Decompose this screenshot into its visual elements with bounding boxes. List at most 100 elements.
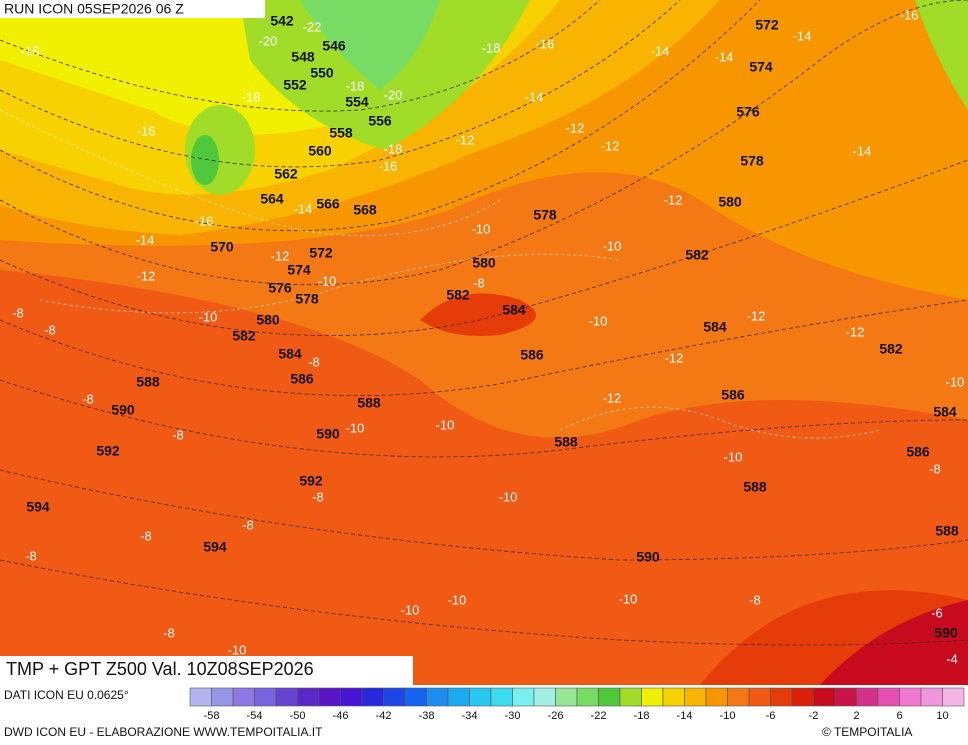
height-label: 582 bbox=[232, 328, 256, 344]
height-label: 586 bbox=[906, 444, 930, 460]
height-label: 590 bbox=[934, 625, 958, 641]
colorbar-swatch bbox=[555, 687, 578, 707]
temperature-label: -12 bbox=[603, 390, 622, 405]
colorbar-swatch bbox=[684, 687, 707, 707]
temperature-label: -12 bbox=[271, 248, 290, 263]
colorbar-tick-label: -18 bbox=[634, 710, 650, 722]
temperature-label: -14 bbox=[525, 89, 544, 104]
colorbar-swatch bbox=[834, 687, 857, 707]
height-label: 580 bbox=[472, 255, 496, 271]
colorbar-swatch bbox=[512, 687, 535, 707]
temperature-label: -10 bbox=[228, 642, 247, 657]
height-label: 550 bbox=[310, 65, 334, 81]
colorbar-swatch bbox=[361, 687, 384, 707]
colorbar-swatch bbox=[232, 687, 255, 707]
colorbar-swatch bbox=[598, 687, 621, 707]
height-label: 546 bbox=[322, 38, 346, 54]
temperature-label: -18 bbox=[242, 89, 261, 104]
temperature-label: -20 bbox=[259, 33, 278, 48]
height-label: 574 bbox=[749, 59, 773, 75]
height-label: 584 bbox=[278, 346, 302, 362]
height-label: 594 bbox=[203, 539, 227, 555]
height-label: 594 bbox=[26, 499, 50, 515]
height-label: 576 bbox=[736, 104, 760, 120]
product-title: TMP + GPT Z500 Val. 10Z08SEP2026 bbox=[6, 659, 314, 679]
height-label: 582 bbox=[685, 247, 709, 263]
height-label: 562 bbox=[274, 166, 298, 182]
temperature-label: -16 bbox=[900, 7, 919, 22]
colorbar-swatch bbox=[899, 687, 922, 707]
temperature-label: -10 bbox=[436, 417, 455, 432]
temperature-label: -12 bbox=[664, 192, 683, 207]
height-label: 582 bbox=[446, 287, 470, 303]
map-background bbox=[0, 0, 968, 685]
height-label: 592 bbox=[96, 443, 120, 459]
colorbar-swatch bbox=[318, 687, 341, 707]
temperature-label: -10 bbox=[401, 602, 420, 617]
height-label: 580 bbox=[256, 312, 280, 328]
height-label: 578 bbox=[295, 291, 319, 307]
temperature-label: -16 bbox=[379, 158, 398, 173]
height-label: 590 bbox=[316, 426, 340, 442]
temperature-label: -18 bbox=[346, 78, 365, 93]
temperature-label: -14 bbox=[853, 143, 872, 158]
temperature-label: -10 bbox=[346, 420, 365, 435]
colorbar-swatch bbox=[404, 687, 427, 707]
height-label: 570 bbox=[210, 239, 234, 255]
colorbar-swatch bbox=[856, 687, 879, 707]
temperature-label: -16 bbox=[195, 213, 214, 228]
temperature-label: -14 bbox=[793, 28, 812, 43]
colorbar-tick-label: -30 bbox=[505, 710, 521, 722]
data-source: DATI ICON EU 0.0625° bbox=[4, 688, 129, 702]
temperature-label: -10 bbox=[318, 273, 337, 288]
colorbar-tick-label: -38 bbox=[419, 710, 435, 722]
run-title: RUN ICON 05SEP2026 06 Z bbox=[4, 1, 184, 17]
colorbar-swatch bbox=[189, 687, 212, 707]
temperature-label: -14 bbox=[294, 201, 313, 216]
colorbar-swatch bbox=[748, 687, 771, 707]
temperature-label: -8 bbox=[749, 592, 761, 607]
colorbar-swatch bbox=[727, 687, 750, 707]
colorbar-swatch bbox=[576, 687, 599, 707]
colorbar-swatch bbox=[619, 687, 642, 707]
temperature-label: -8 bbox=[82, 391, 94, 406]
colorbar-swatch bbox=[297, 687, 320, 707]
temperature-label: -20 bbox=[384, 87, 403, 102]
height-label: 566 bbox=[316, 196, 340, 212]
temperature-label: -8 bbox=[44, 322, 56, 337]
temperature-label: -10 bbox=[499, 489, 518, 504]
colorbar-swatch bbox=[383, 687, 406, 707]
height-label: 576 bbox=[268, 280, 292, 296]
colorbar-tick-label: -46 bbox=[333, 710, 349, 722]
height-label: 568 bbox=[353, 202, 377, 218]
temperature-label: -12 bbox=[846, 324, 865, 339]
colorbar-swatch bbox=[770, 687, 793, 707]
height-label: 584 bbox=[502, 302, 526, 318]
colorbar-tick-label: 2 bbox=[853, 710, 859, 722]
colorbar-swatch bbox=[447, 687, 470, 707]
temperature-label: -22 bbox=[303, 19, 322, 34]
temperature-label: -10 bbox=[448, 592, 467, 607]
temperature-label: -8 bbox=[308, 354, 320, 369]
height-label: 572 bbox=[755, 17, 779, 33]
temperature-label: -10 bbox=[589, 313, 608, 328]
colorbar-swatch bbox=[340, 687, 363, 707]
colorbar-swatch bbox=[533, 687, 556, 707]
height-label: 584 bbox=[703, 319, 727, 335]
temperature-label: -8 bbox=[12, 305, 24, 320]
run-box bbox=[0, 0, 265, 18]
temperature-label: -8 bbox=[312, 489, 324, 504]
temperature-label: -6 bbox=[931, 605, 943, 620]
colorbar-tick-label: -58 bbox=[204, 710, 220, 722]
height-label: 588 bbox=[935, 523, 959, 539]
temperature-label: -16 bbox=[536, 36, 555, 51]
temperature-label: -10 bbox=[603, 238, 622, 253]
temperature-label: -12 bbox=[456, 132, 475, 147]
height-label: 586 bbox=[721, 387, 745, 403]
temperature-label: -14 bbox=[715, 49, 734, 64]
height-label: 588 bbox=[136, 374, 160, 390]
colorbar-tick-label: -22 bbox=[591, 710, 607, 722]
height-label: 552 bbox=[283, 77, 307, 93]
temperature-label: -4 bbox=[946, 651, 958, 666]
